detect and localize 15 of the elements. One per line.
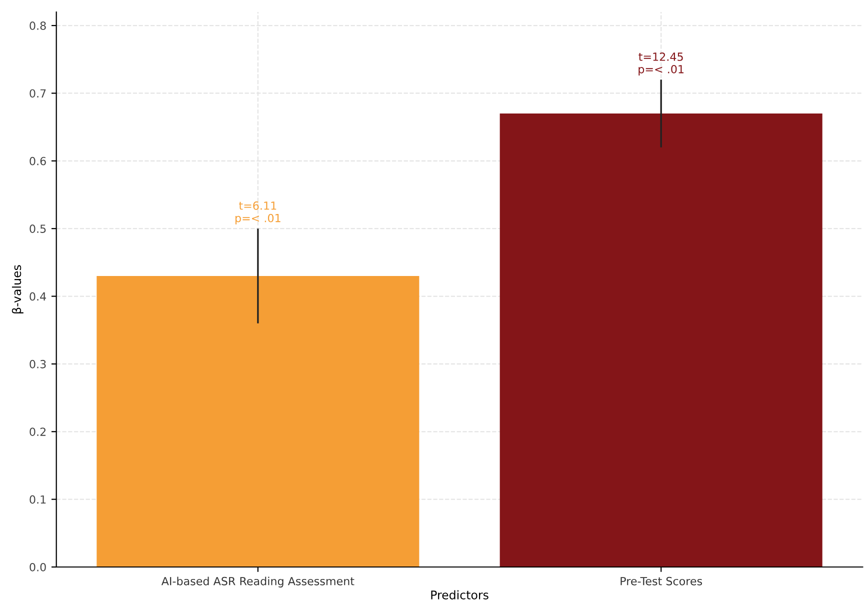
y-tick-label: 0.4: [30, 292, 46, 301]
x-axis-title: Predictors: [431, 590, 488, 600]
y-tick-label: 0.3: [30, 360, 46, 368]
y-tick-label: 0.1: [30, 495, 46, 504]
y-tick-label: 0.7: [30, 89, 46, 98]
y-tick-label: 0.2: [30, 428, 46, 436]
y-tick-label: 0.5: [30, 224, 46, 233]
annotation: t=6.11 p=< .01: [236, 201, 280, 224]
y-tick-label: 0.8: [30, 22, 46, 30]
y-tick-label: 0.0: [30, 562, 46, 572]
y-axis-title: β-values: [12, 265, 24, 314]
y-tick-label: 0.6: [30, 156, 46, 166]
annotation: t=12.45 p=< .01: [638, 52, 684, 76]
x-tick-label: AI-based ASR Reading Assessment: [161, 576, 354, 588]
x-tick-label: Pre-Test Scores: [620, 576, 702, 586]
